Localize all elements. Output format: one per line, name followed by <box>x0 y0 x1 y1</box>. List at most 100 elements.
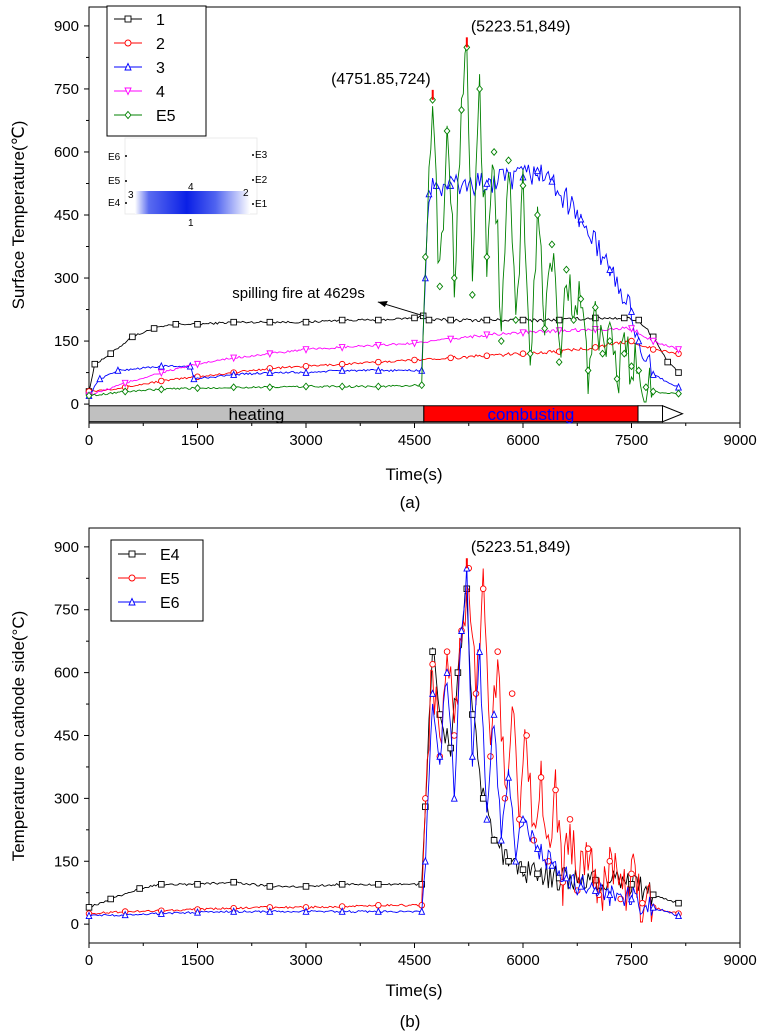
data-point-E5 <box>476 84 483 93</box>
data-point-E4 <box>675 899 682 907</box>
data-point-E5 <box>628 870 635 878</box>
legend-label-2: 2 <box>156 36 165 53</box>
data-point-E5 <box>577 295 585 304</box>
chart-a-ticks: 0 1500 3000 4500 6000 7500 9000 0 150 300 450 600 75… <box>54 18 757 449</box>
data-point-E5 <box>635 366 643 375</box>
data-point-4 <box>338 344 346 352</box>
data-point-1 <box>266 318 274 326</box>
phase-bar-segment <box>637 405 664 423</box>
data-point-E5 <box>675 389 682 398</box>
data-point-E5 <box>591 303 599 312</box>
data-point-E6 <box>497 835 505 844</box>
legend-marker-E4 <box>128 550 136 558</box>
y-tick-label: 450 <box>54 207 79 224</box>
data-point-E4 <box>85 904 93 911</box>
data-point-1 <box>425 316 433 324</box>
data-point-E6 <box>591 886 599 894</box>
annotation-peak-label: (4751.85,724) <box>331 71 431 88</box>
legend-marker-E5 <box>124 110 132 120</box>
data-point-E5 <box>451 732 458 739</box>
data-point-E5 <box>302 382 310 391</box>
data-point-E4 <box>429 648 436 655</box>
data-point-E6 <box>562 873 570 882</box>
legend-label-1: 1 <box>156 12 165 29</box>
series-line-E6 <box>88 565 679 918</box>
data-point-3 <box>230 370 238 378</box>
chart-b-legend-box <box>110 539 204 622</box>
data-point-E5 <box>526 349 534 358</box>
data-point-E6 <box>266 907 274 915</box>
data-point-1 <box>555 316 563 324</box>
data-point-E5 <box>429 660 436 668</box>
data-point-3 <box>338 366 346 374</box>
data-point-E5 <box>479 585 487 593</box>
x-tick-label: 1500 <box>181 952 214 969</box>
annotation-peak-label: (5223.51,849) <box>471 539 571 556</box>
data-point-3 <box>483 179 491 187</box>
data-point-E4 <box>454 669 462 676</box>
data-point-E6 <box>157 909 165 917</box>
data-point-E5 <box>628 362 635 371</box>
data-point-E4 <box>230 878 237 886</box>
annotation-arrowhead <box>377 300 388 307</box>
x-tick-label: 3000 <box>289 952 322 969</box>
data-point-4 <box>447 335 455 344</box>
data-point-E5 <box>338 382 346 391</box>
legend-label-3: 3 <box>156 60 165 77</box>
data-point-4 <box>157 369 165 377</box>
series-4 <box>85 325 683 401</box>
data-point-E6 <box>193 908 202 916</box>
data-point-1 <box>129 333 136 341</box>
x-tick-label: 9000 <box>723 952 756 969</box>
y-tick-label: 750 <box>54 602 79 619</box>
data-point-E6 <box>230 907 238 915</box>
data-point-E4 <box>519 866 527 873</box>
annotation-peak-label: (5223.51,849) <box>471 18 571 35</box>
legend-label-4: 4 <box>156 84 165 101</box>
data-point-E6 <box>374 907 382 915</box>
data-point-1 <box>411 314 418 322</box>
data-point-E6 <box>476 647 484 655</box>
data-point-E6 <box>675 911 683 920</box>
data-point-E5 <box>649 387 657 396</box>
data-point-E5 <box>545 858 552 865</box>
phase-bar-arrow <box>662 405 684 423</box>
x-tick-label: 7500 <box>615 952 648 969</box>
data-point-E4 <box>266 883 274 890</box>
data-point-E5 <box>541 324 549 333</box>
x-tick-label: 0 <box>85 952 93 969</box>
data-point-E5 <box>555 358 563 367</box>
y-tick-label: 300 <box>54 270 79 287</box>
x-tick-label: 6000 <box>506 952 539 969</box>
data-point-E6 <box>627 894 636 903</box>
data-point-E6 <box>458 626 466 634</box>
y-tick-label: 600 <box>54 144 79 161</box>
data-point-E5 <box>418 381 426 390</box>
data-point-2 <box>592 344 599 351</box>
data-point-3 <box>649 370 657 378</box>
data-point-3 <box>635 336 643 345</box>
x-tick-label: 0 <box>85 432 93 449</box>
data-point-E4 <box>490 837 498 844</box>
data-point-E4 <box>534 870 541 878</box>
legend-label-E5: E5 <box>160 571 180 588</box>
y-tick-label: 0 <box>71 916 79 933</box>
data-point-E5 <box>421 253 429 262</box>
data-point-1 <box>302 318 310 326</box>
data-point-E5 <box>194 384 201 393</box>
data-point-4 <box>266 350 274 359</box>
legend-label-E5: E5 <box>156 108 176 125</box>
y-tick-label: 150 <box>54 853 79 870</box>
data-point-E5 <box>548 240 556 249</box>
x-tick-label: 3000 <box>289 432 322 449</box>
data-point-3 <box>533 166 541 175</box>
legend-marker-E5 <box>128 574 136 582</box>
chart-a-panel-label: (a) <box>400 493 421 512</box>
data-point-4 <box>230 354 238 363</box>
inset-label-e5: E5 <box>108 176 121 187</box>
chart-a: heating combusting 0 1500 3000 4500 6000 7500 9… <box>9 5 757 512</box>
y-tick-label: 450 <box>54 728 79 745</box>
data-point-E5 <box>505 156 512 165</box>
data-point-E6 <box>490 710 498 718</box>
data-point-2 <box>649 346 657 353</box>
